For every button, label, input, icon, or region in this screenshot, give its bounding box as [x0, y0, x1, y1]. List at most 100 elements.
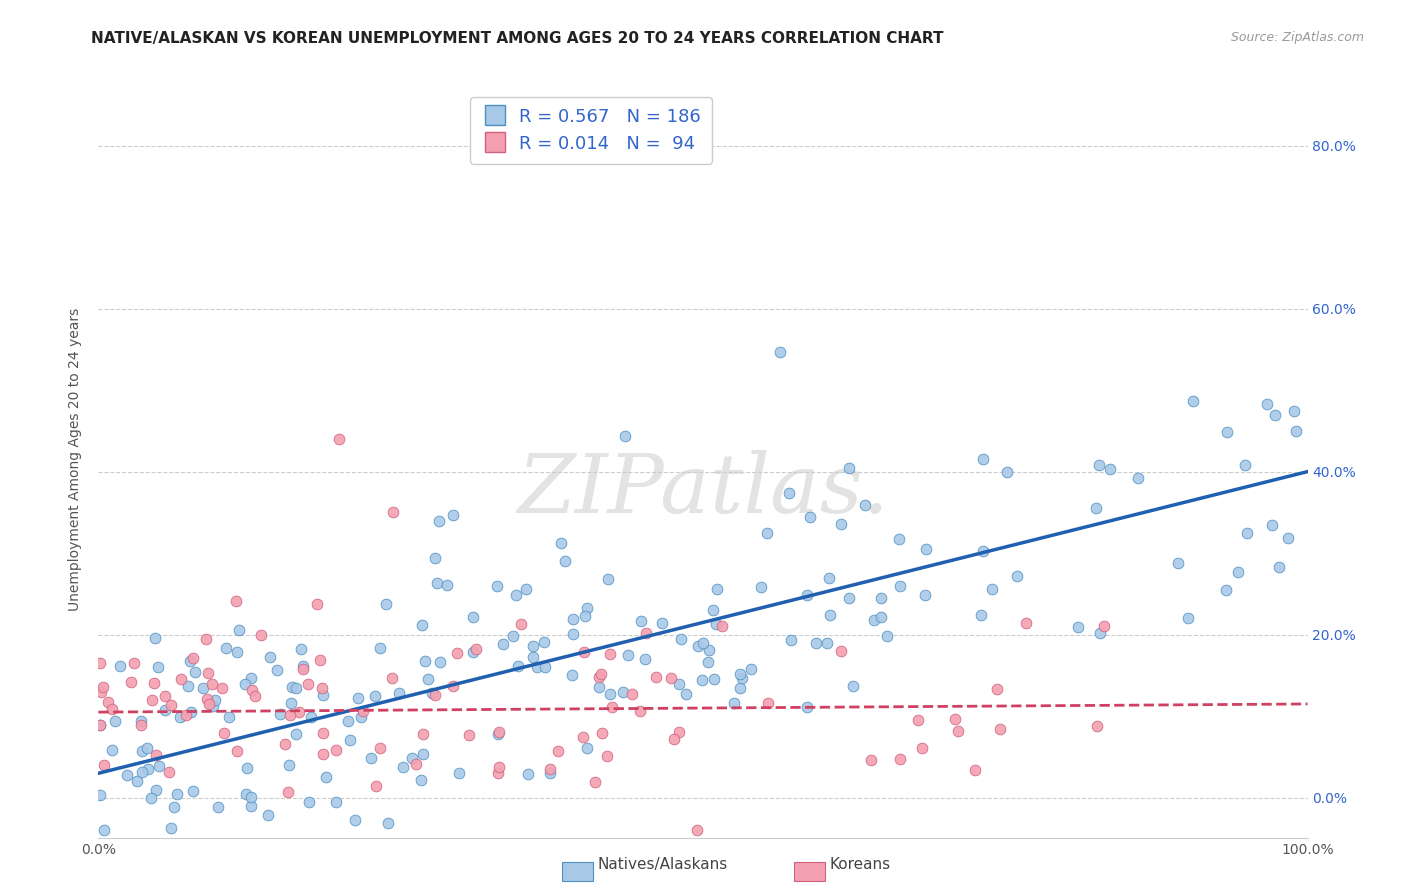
Point — [887, 532, 910, 546]
Point — [281, 680, 304, 694]
Point — [972, 543, 994, 558]
Point — [233, 677, 256, 691]
Point — [297, 676, 319, 690]
Point — [1233, 458, 1256, 472]
Point — [508, 659, 530, 673]
Point — [860, 753, 883, 767]
Point — [343, 814, 366, 828]
Point — [129, 714, 152, 728]
Point — [749, 581, 772, 595]
Point — [817, 570, 839, 584]
Point — [779, 632, 801, 647]
Point — [830, 644, 852, 658]
Point — [211, 681, 233, 695]
Point — [370, 641, 392, 656]
Point — [1277, 531, 1299, 545]
Point — [337, 714, 360, 729]
Point — [277, 785, 299, 799]
Point — [91, 680, 114, 694]
Point — [728, 681, 751, 695]
Point — [1256, 397, 1278, 411]
Point — [1092, 619, 1115, 633]
Point — [290, 642, 312, 657]
Point — [155, 690, 177, 704]
Point — [259, 649, 281, 664]
Point — [1268, 560, 1291, 574]
Point — [981, 582, 1004, 596]
Point — [671, 632, 693, 646]
Point — [411, 618, 433, 632]
Point — [145, 783, 167, 797]
Point — [986, 682, 1008, 697]
Point — [143, 631, 166, 645]
Point — [195, 692, 218, 706]
Point — [377, 815, 399, 830]
Point — [1261, 517, 1284, 532]
Point — [325, 795, 347, 809]
Point — [242, 682, 264, 697]
Point — [547, 744, 569, 758]
Point — [108, 659, 131, 673]
Point — [312, 747, 335, 761]
Point — [382, 505, 405, 519]
Point — [339, 733, 361, 747]
Point — [488, 725, 510, 739]
Point — [162, 799, 184, 814]
Point — [659, 671, 682, 685]
Point — [876, 628, 898, 642]
Point — [381, 671, 404, 685]
Point — [740, 662, 762, 676]
Point — [292, 659, 315, 673]
Point — [181, 783, 204, 797]
Point — [915, 541, 938, 556]
Point — [392, 760, 415, 774]
Point — [589, 667, 612, 681]
Point — [198, 697, 221, 711]
Point — [574, 608, 596, 623]
Point — [1215, 582, 1237, 597]
Point — [89, 656, 111, 670]
Y-axis label: Unemployment Among Ages 20 to 24 years: Unemployment Among Ages 20 to 24 years — [69, 308, 83, 611]
Point — [420, 686, 443, 700]
Point — [842, 679, 865, 693]
Point — [131, 765, 153, 780]
Point — [588, 670, 610, 684]
Point — [628, 704, 651, 718]
Point — [145, 748, 167, 763]
Point — [575, 600, 598, 615]
Point — [375, 597, 398, 611]
Point — [596, 749, 619, 764]
Point — [309, 653, 332, 667]
Point — [778, 485, 800, 500]
Point — [288, 706, 311, 720]
Point — [90, 685, 112, 699]
Point — [141, 791, 163, 805]
Text: Source: ZipAtlas.com: Source: ZipAtlas.com — [1230, 31, 1364, 45]
Point — [799, 509, 821, 524]
Point — [100, 743, 122, 757]
Point — [89, 788, 111, 802]
Point — [274, 737, 297, 751]
Point — [723, 696, 745, 710]
Point — [988, 722, 1011, 736]
Point — [181, 651, 204, 665]
Point — [141, 693, 163, 707]
Point — [368, 740, 391, 755]
Point — [315, 770, 337, 784]
Point — [257, 808, 280, 822]
Point — [463, 645, 485, 659]
Point — [195, 632, 218, 647]
Point — [176, 708, 198, 723]
Point — [522, 640, 544, 654]
Point — [1226, 565, 1249, 579]
Point — [458, 728, 481, 742]
Point — [550, 535, 572, 549]
Point — [89, 718, 111, 732]
Point — [239, 671, 262, 685]
Point — [706, 582, 728, 596]
Point — [768, 345, 790, 359]
Point — [131, 744, 153, 758]
Point — [100, 702, 122, 716]
Point — [278, 758, 301, 772]
Point — [413, 654, 436, 668]
